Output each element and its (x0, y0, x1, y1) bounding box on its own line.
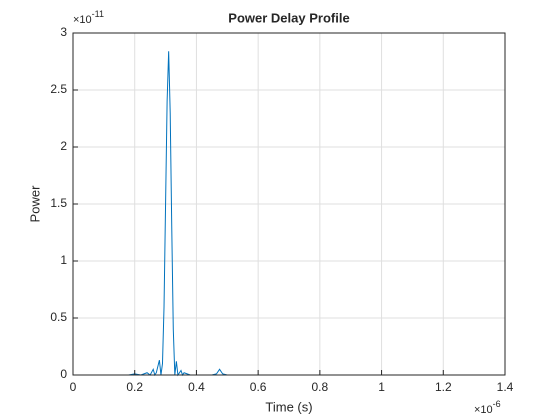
plot (73, 51, 475, 377)
chart-title: Power Delay Profile (228, 10, 349, 25)
y-tick-label: 0.5 (50, 310, 67, 324)
y-tick-label: 2.5 (50, 82, 67, 96)
y-tick-label: 3 (60, 25, 67, 39)
y-exponent: ×10-11 (73, 9, 104, 26)
y-exponent-power: -11 (92, 9, 104, 19)
y-tick-label: 1 (60, 253, 67, 267)
y-tick-label: 0 (60, 367, 67, 381)
y-tick-label: 2 (60, 139, 67, 153)
x-tick-label: 1.2 (435, 380, 452, 394)
x-axis-label: Time (s) (265, 399, 312, 414)
x-tick-label: 0.2 (126, 380, 143, 394)
y-axis-label: Power (27, 185, 42, 223)
x-exponent-base: ×10 (474, 404, 493, 416)
x-tick-label: 1.4 (497, 380, 514, 394)
x-tick-label: 0.4 (188, 380, 205, 394)
x-tick-label: 0 (70, 380, 77, 394)
x-tick-label: 1 (378, 380, 385, 394)
x-tick-label: 0.6 (250, 380, 267, 394)
y-exponent-base: ×10 (73, 14, 92, 26)
grid (72, 32, 506, 376)
x-exponent-power: -6 (493, 399, 501, 409)
y-tick-label: 1.5 (50, 196, 67, 210)
data-line (73, 51, 475, 377)
x-exponent: ×10-6 (474, 399, 501, 416)
x-tick-label: 0.8 (312, 380, 329, 394)
